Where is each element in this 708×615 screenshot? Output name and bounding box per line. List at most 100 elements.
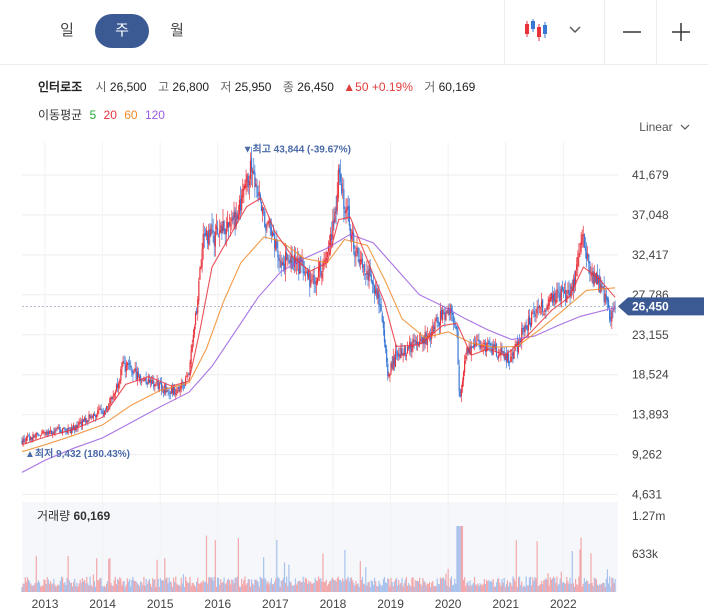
- volume-bar: [97, 580, 99, 592]
- candle-body: [178, 385, 180, 392]
- chart-type-button[interactable]: [504, 0, 593, 64]
- candle-body: [221, 226, 223, 235]
- volume-bar: [516, 587, 518, 592]
- volume-bar: [147, 581, 149, 592]
- volume-bar: [551, 578, 554, 592]
- ma-5[interactable]: 5: [89, 108, 97, 122]
- candle-body: [476, 342, 478, 347]
- volume-bar: [550, 579, 553, 592]
- volume-bar: [579, 549, 581, 592]
- volume-bar: [401, 577, 403, 592]
- volume-bar: [247, 578, 249, 592]
- volume-value: 60,169: [438, 80, 476, 94]
- ma-20[interactable]: 20: [103, 108, 117, 122]
- volume-bar: [390, 577, 392, 592]
- candle-body: [576, 264, 578, 271]
- volume-bar: [64, 582, 66, 592]
- volume-bar: [38, 582, 41, 592]
- candle-body: [119, 379, 121, 384]
- candle-body: [252, 170, 254, 174]
- volume-bar: [570, 583, 572, 592]
- x-tick-label: 2014: [89, 597, 116, 611]
- volume-bar: [185, 576, 187, 592]
- volume-bar: [225, 583, 227, 592]
- volume-bar: [438, 584, 440, 592]
- volume-bar: [137, 584, 140, 592]
- volume-bar: [154, 579, 156, 592]
- volume-bar: [598, 585, 600, 592]
- volume-bar: [68, 580, 70, 592]
- volume-bar: [294, 578, 297, 592]
- volume-bar: [601, 583, 603, 592]
- volume-bar: [219, 584, 221, 592]
- volume-bar: [175, 576, 177, 592]
- volume-bars: [21, 526, 616, 592]
- volume-bar: [282, 578, 285, 592]
- candle-body: [193, 326, 196, 335]
- volume-bar: [222, 581, 224, 592]
- price-tick-label: 41,679: [632, 168, 669, 182]
- candle-body: [482, 345, 484, 348]
- volume-bar: [482, 583, 484, 592]
- volume-bar: [337, 576, 339, 592]
- candle-body: [511, 353, 513, 356]
- candle-body: [364, 263, 366, 273]
- volume-bar: [215, 586, 218, 592]
- volume-bar: [590, 553, 592, 592]
- candle-body: [270, 227, 272, 235]
- volume-bar: [168, 577, 170, 592]
- volume-bar: [473, 577, 476, 592]
- candle-body: [146, 382, 148, 385]
- volume-bar: [435, 586, 437, 592]
- open-value: 26,500: [109, 80, 147, 94]
- volume-bar: [135, 581, 137, 592]
- price-tick-label: 23,155: [632, 328, 669, 342]
- candle-body: [157, 380, 159, 389]
- price-tick-label: 9,262: [632, 448, 662, 462]
- candle-body: [496, 357, 499, 359]
- volume-bar: [281, 580, 283, 592]
- volume-bar: [344, 550, 346, 592]
- candle-body: [571, 286, 573, 290]
- volume-bar: [124, 587, 126, 592]
- candle-body: [581, 234, 583, 245]
- candle-body: [189, 362, 191, 376]
- low-value: 25,950: [234, 80, 272, 94]
- volume-bar: [512, 576, 514, 592]
- candle-body: [471, 346, 473, 348]
- volume-bar: [171, 587, 174, 592]
- candle-body: [523, 327, 525, 333]
- volume-bar: [214, 540, 216, 592]
- volume-bar: [565, 583, 567, 592]
- ma-120[interactable]: 120: [144, 108, 165, 122]
- zoom-in-button[interactable]: [656, 0, 708, 64]
- candle-body: [73, 425, 75, 431]
- volume-bar: [400, 582, 402, 592]
- tab-daily[interactable]: 일: [60, 22, 74, 39]
- candle-body: [349, 228, 352, 237]
- candle-body: [130, 364, 132, 368]
- candle-body: [204, 233, 207, 236]
- tab-monthly[interactable]: 월: [170, 22, 184, 39]
- candle-body: [199, 267, 201, 280]
- scale-toggle[interactable]: Linear: [639, 120, 690, 134]
- zoom-out-button[interactable]: [604, 0, 657, 64]
- candle-body: [510, 356, 512, 362]
- volume-bar: [303, 582, 305, 592]
- ma-60[interactable]: 60: [124, 108, 138, 122]
- candle-body: [156, 379, 158, 383]
- volume-bar: [96, 558, 98, 592]
- volume-bar: [194, 586, 197, 592]
- volume-bar: [514, 581, 516, 592]
- volume-bar: [292, 585, 294, 592]
- volume-bar: [442, 577, 444, 592]
- volume-bar: [456, 526, 458, 592]
- tab-weekly[interactable]: 주: [95, 14, 149, 48]
- volume-bar: [562, 581, 565, 592]
- volume-bar: [87, 583, 89, 592]
- candle-body: [480, 345, 482, 349]
- volume-bar: [81, 577, 84, 592]
- candle-body: [380, 304, 382, 312]
- volume-bar: [62, 577, 64, 592]
- volume-bar: [70, 582, 73, 592]
